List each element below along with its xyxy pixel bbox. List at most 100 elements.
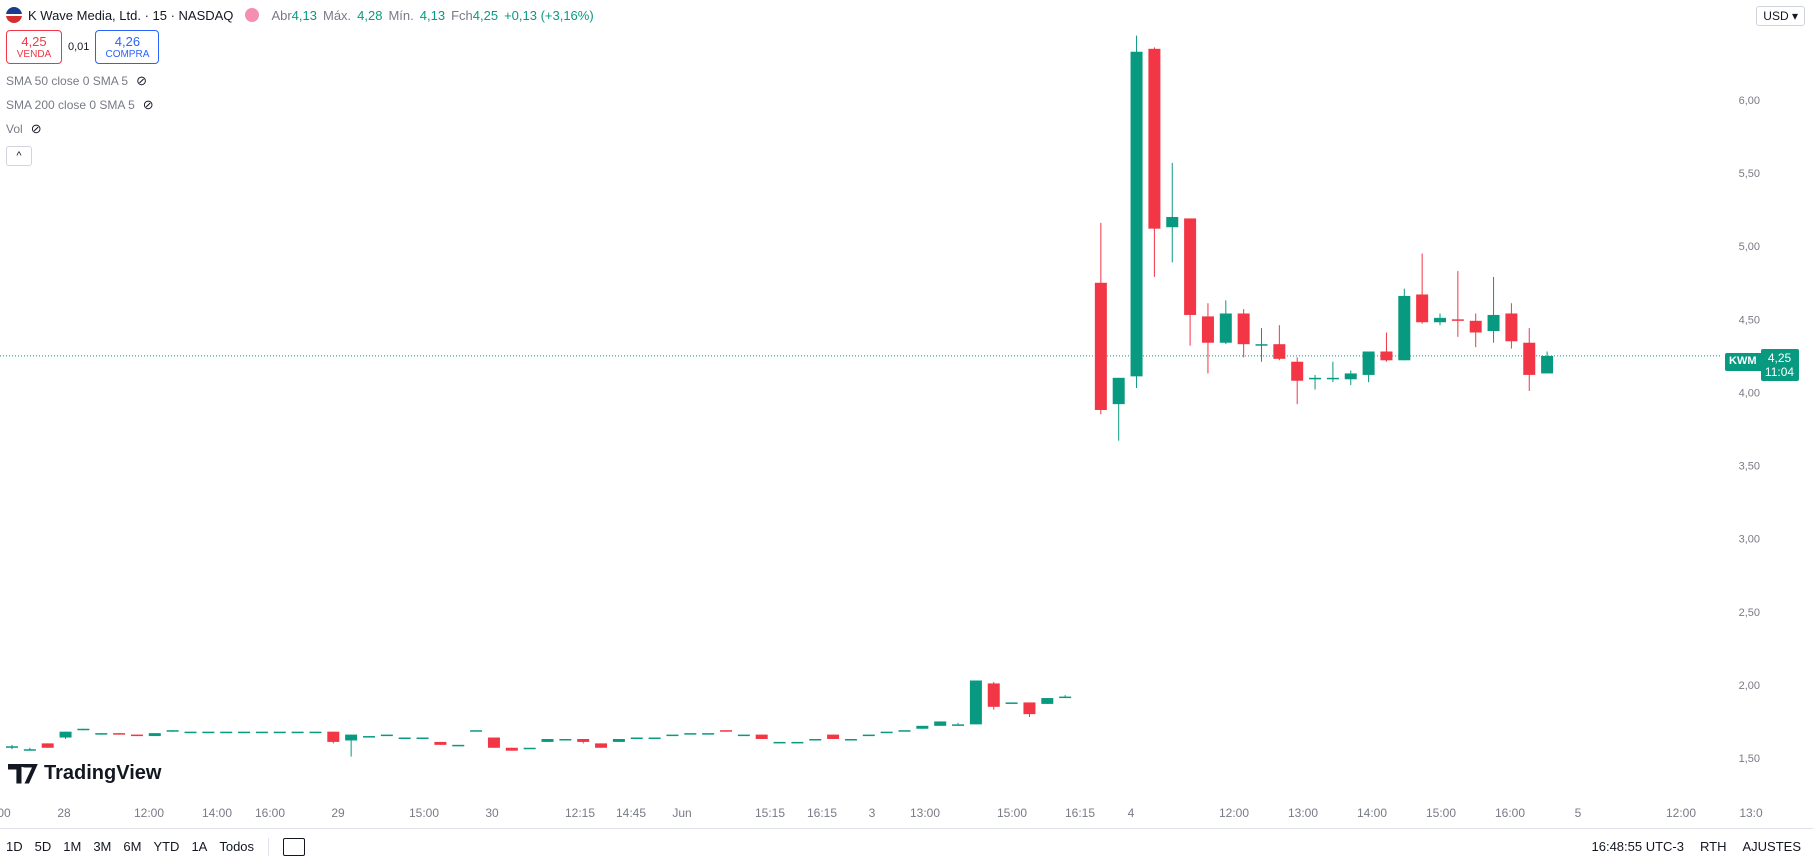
range-5d[interactable]: 5D xyxy=(34,839,52,854)
candle[interactable] xyxy=(844,738,857,741)
candle[interactable] xyxy=(612,738,625,742)
candle[interactable] xyxy=(773,741,786,744)
candle[interactable] xyxy=(148,733,161,737)
candle[interactable] xyxy=(59,731,72,739)
candle[interactable] xyxy=(380,734,393,737)
candle[interactable] xyxy=(291,731,304,734)
candle[interactable] xyxy=(1380,332,1393,362)
candle[interactable] xyxy=(470,730,483,732)
calendar-icon[interactable] xyxy=(283,837,306,856)
candle[interactable] xyxy=(1309,374,1322,390)
candle[interactable] xyxy=(238,731,251,734)
range-1a[interactable]: 1A xyxy=(191,839,208,854)
candle[interactable] xyxy=(1005,702,1018,704)
collapse-indicators-button[interactable]: ^ xyxy=(6,146,32,166)
candle[interactable] xyxy=(309,731,322,734)
buy-button[interactable]: 4,26 COMPRA xyxy=(95,30,160,64)
candle[interactable] xyxy=(1416,253,1429,324)
candle[interactable] xyxy=(505,747,518,751)
candle[interactable] xyxy=(684,733,697,735)
candle[interactable] xyxy=(1041,698,1054,704)
candle[interactable] xyxy=(755,734,768,739)
candle[interactable] xyxy=(809,738,822,741)
candle[interactable] xyxy=(1469,313,1482,348)
candle[interactable] xyxy=(452,744,465,747)
candle[interactable] xyxy=(791,741,804,744)
candle[interactable] xyxy=(1023,702,1036,718)
clock-time[interactable]: 16:48:55 UTC-3 xyxy=(1591,839,1685,854)
candle[interactable] xyxy=(1130,35,1143,389)
range-1d[interactable]: 1D xyxy=(6,839,23,854)
candle[interactable] xyxy=(1362,351,1375,383)
tradingview-logo[interactable]: TradingView xyxy=(8,762,161,785)
candle[interactable] xyxy=(523,747,536,750)
candle[interactable] xyxy=(23,747,36,751)
eye-hidden-icon[interactable]: ⊘ xyxy=(136,73,147,88)
candle[interactable] xyxy=(1059,695,1072,699)
candle[interactable] xyxy=(1201,303,1214,374)
candle[interactable] xyxy=(1326,361,1339,383)
candle[interactable] xyxy=(363,736,375,738)
candle[interactable] xyxy=(130,734,143,737)
candle[interactable] xyxy=(1398,288,1411,361)
range-3m[interactable]: 3M xyxy=(93,839,112,854)
candle[interactable] xyxy=(1148,47,1161,277)
candle[interactable] xyxy=(1451,271,1464,337)
candle[interactable] xyxy=(1237,309,1250,358)
candle[interactable] xyxy=(184,731,197,734)
candle[interactable] xyxy=(969,680,982,725)
candle[interactable] xyxy=(1094,222,1107,415)
candle[interactable] xyxy=(666,734,679,737)
candle[interactable] xyxy=(1505,303,1518,349)
candle[interactable] xyxy=(1344,370,1357,386)
candle[interactable] xyxy=(702,733,715,735)
range-all[interactable]: Todos xyxy=(219,839,255,854)
candle[interactable] xyxy=(113,733,126,735)
candle[interactable] xyxy=(1273,325,1286,361)
eye-hidden-icon[interactable]: ⊘ xyxy=(142,97,154,112)
candle[interactable] xyxy=(487,737,500,748)
candle[interactable] xyxy=(41,743,54,748)
candle[interactable] xyxy=(987,681,1000,710)
eye-hidden-icon[interactable]: ⊘ xyxy=(30,121,42,136)
candle[interactable] xyxy=(595,743,608,748)
settings-button[interactable]: AJUSTES xyxy=(1742,839,1801,854)
candle[interactable] xyxy=(934,721,947,726)
candle[interactable] xyxy=(398,737,411,740)
candle[interactable] xyxy=(77,728,90,731)
range-1m[interactable]: 1M xyxy=(63,839,82,854)
candle[interactable] xyxy=(1255,328,1268,362)
candle[interactable] xyxy=(952,722,965,726)
candle[interactable] xyxy=(434,741,447,745)
session-button[interactable]: RTH xyxy=(1700,839,1727,854)
candle[interactable] xyxy=(898,730,911,732)
candle[interactable] xyxy=(1184,218,1197,346)
candle[interactable] xyxy=(1541,351,1554,374)
candle[interactable] xyxy=(737,734,750,737)
candle[interactable] xyxy=(827,734,840,739)
candle[interactable] xyxy=(273,731,286,734)
price-chart[interactable]: 6,00 5,50 5,00 4,50 4,00 3,50 3,00 2,50 2,00 1,50… xyxy=(0,0,1813,828)
candle[interactable] xyxy=(720,730,732,732)
candle[interactable] xyxy=(577,738,590,744)
indicator-sma200[interactable]: SMA 200 close 0 SMA 5 ⊘ xyxy=(6,97,154,113)
candle[interactable] xyxy=(220,731,233,734)
candle[interactable] xyxy=(1112,377,1125,441)
currency-selector[interactable]: USD ▾ xyxy=(1756,6,1805,26)
candle[interactable] xyxy=(1219,300,1232,345)
range-ytd[interactable]: YTD xyxy=(153,839,180,854)
candle[interactable] xyxy=(880,731,893,734)
candle[interactable] xyxy=(1166,162,1179,263)
candle[interactable] xyxy=(255,731,268,734)
range-6m[interactable]: 6M xyxy=(123,839,142,854)
candle[interactable] xyxy=(559,738,572,741)
sell-button[interactable]: 4,25 VENDA xyxy=(6,30,62,64)
candle[interactable] xyxy=(345,734,358,757)
candle[interactable] xyxy=(1523,328,1536,391)
indicator-vol[interactable]: Vol ⊘ xyxy=(6,121,42,137)
candle[interactable] xyxy=(541,738,554,742)
candle[interactable] xyxy=(916,725,929,729)
symbol-title[interactable]: K Wave Media, Ltd. · 15 · NASDAQ xyxy=(28,7,234,23)
candle[interactable] xyxy=(6,744,18,750)
candle[interactable] xyxy=(166,730,179,732)
